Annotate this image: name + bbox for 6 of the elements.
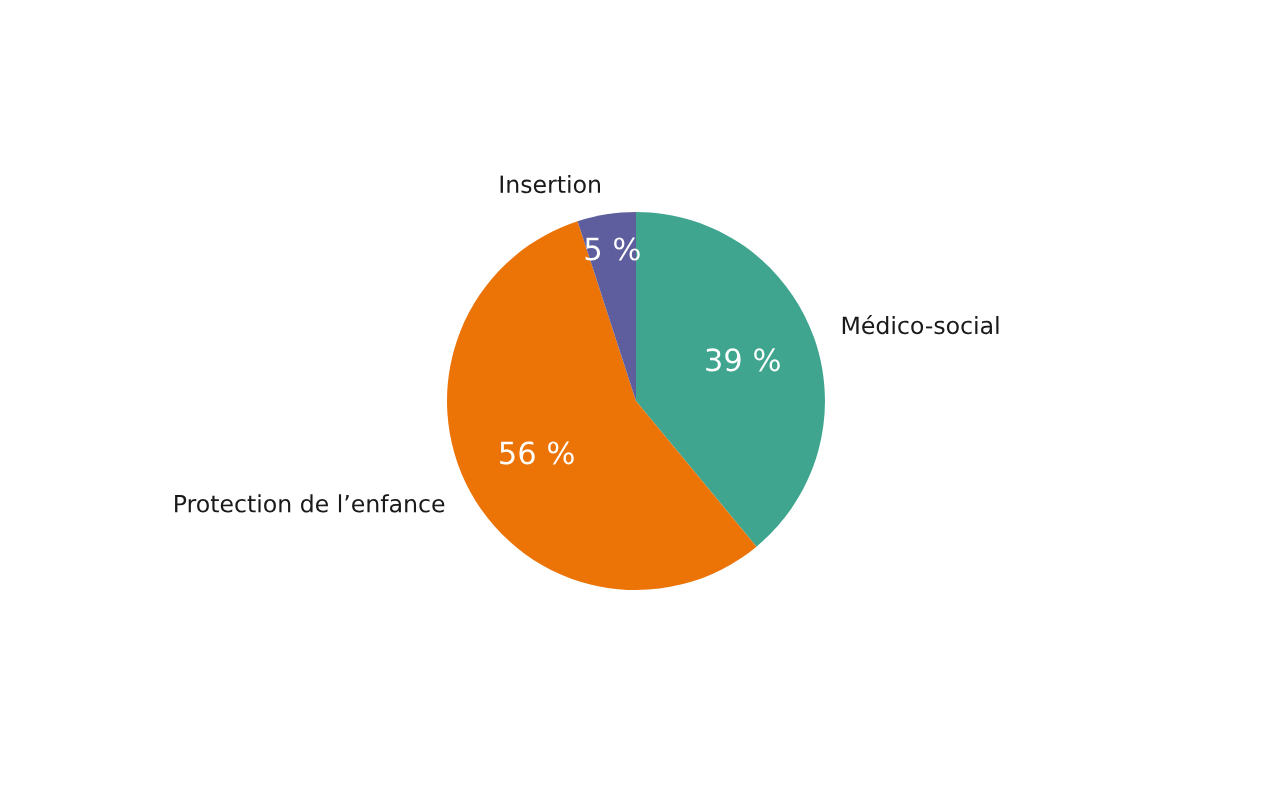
slice-label: Protection de l’enfance <box>175 494 445 513</box>
slice-label: Médico-social <box>842 315 999 335</box>
slice-label: Insertion <box>500 174 600 194</box>
data-label: 56 % <box>500 441 574 465</box>
data-label: 5 % <box>585 237 640 261</box>
data-label: 39 % <box>706 348 780 372</box>
